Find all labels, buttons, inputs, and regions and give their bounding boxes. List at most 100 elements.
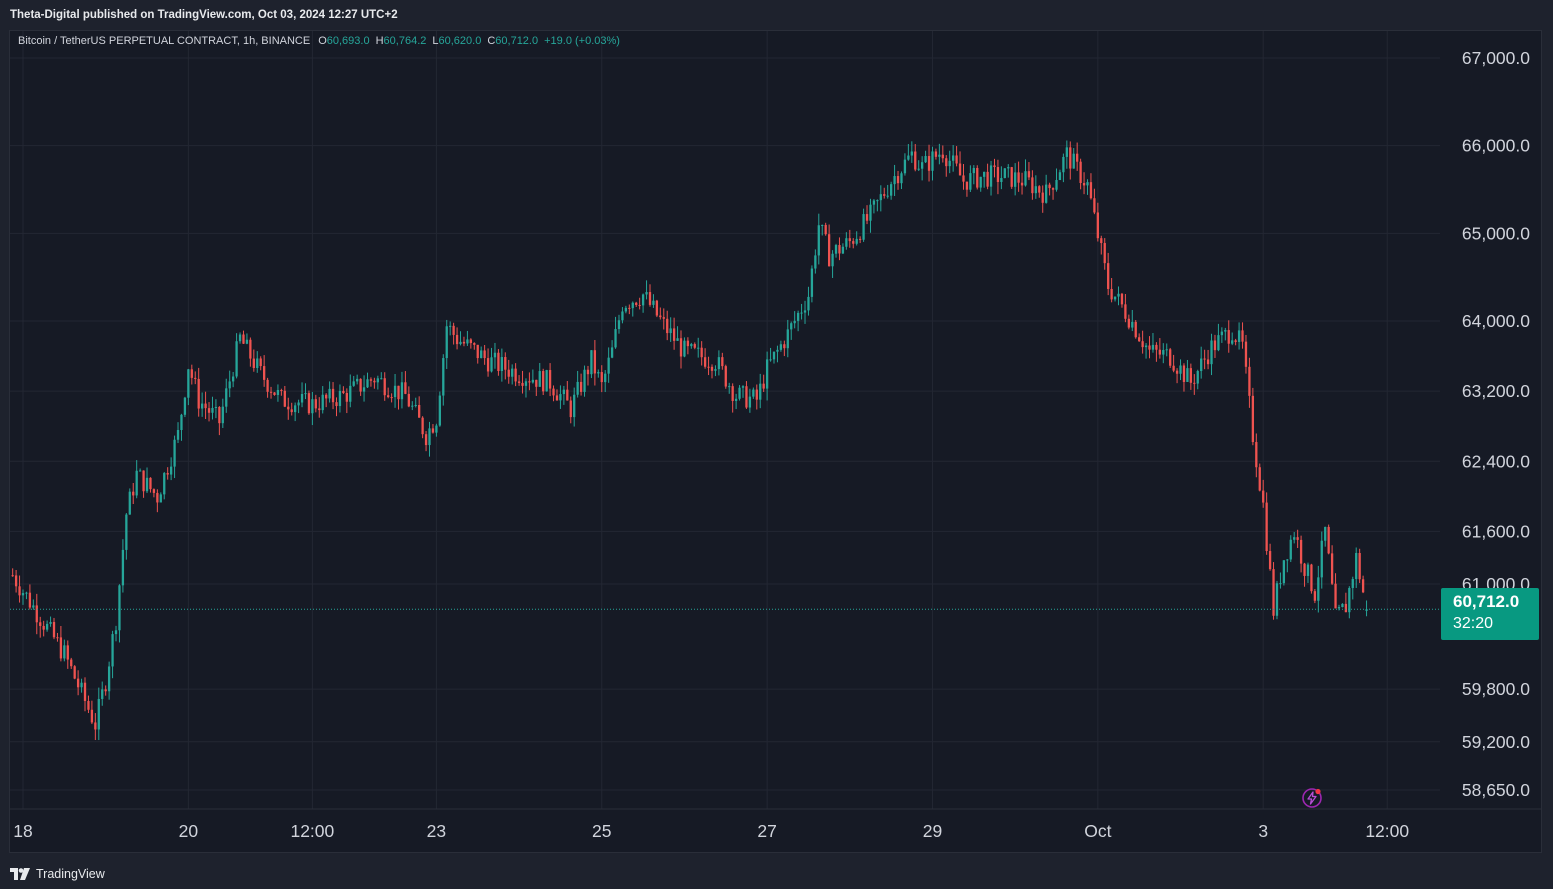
candle-body bbox=[1282, 560, 1286, 584]
candle-body bbox=[25, 592, 28, 594]
candle-body bbox=[466, 339, 469, 344]
symbol-title[interactable]: Bitcoin / TetherUS PERPETUAL CONTRACT, 1… bbox=[18, 35, 311, 47]
candlestick-chart[interactable]: 67,000.0 66,000.0 65,000.0 64,000.0 63,200.0… bbox=[10, 31, 1542, 853]
candle-body bbox=[610, 347, 614, 358]
candle-body bbox=[1138, 337, 1141, 342]
candle-body bbox=[686, 340, 690, 347]
candle-body bbox=[35, 605, 38, 623]
candle-body bbox=[755, 389, 758, 400]
candle-body bbox=[965, 181, 969, 190]
candle-body bbox=[645, 292, 648, 295]
candle-body bbox=[187, 369, 190, 398]
x-axis-label: 29 bbox=[923, 821, 942, 841]
candle-body bbox=[872, 200, 876, 205]
candle-body bbox=[769, 359, 772, 361]
candle-body bbox=[1224, 330, 1227, 332]
candle-body bbox=[724, 366, 727, 387]
candle-body bbox=[459, 341, 462, 345]
candle-body bbox=[331, 388, 335, 403]
candle-body bbox=[1082, 183, 1086, 186]
candle-body bbox=[380, 378, 383, 380]
candle-body bbox=[28, 592, 32, 608]
candle-body bbox=[366, 379, 369, 388]
candle-body bbox=[369, 379, 373, 381]
candle-body bbox=[924, 156, 927, 163]
chart-pane[interactable]: 67,000.0 66,000.0 65,000.0 64,000.0 63,200.0… bbox=[9, 30, 1542, 853]
candle-body bbox=[173, 439, 176, 467]
candle-body bbox=[435, 425, 438, 433]
candle-body bbox=[1038, 186, 1041, 193]
candle-body bbox=[1258, 467, 1261, 491]
candle-body bbox=[876, 200, 879, 202]
candle-body bbox=[424, 434, 428, 446]
close-value: 60,712.0 bbox=[495, 35, 539, 47]
candle-body bbox=[796, 312, 800, 321]
lightning-alert-icon[interactable] bbox=[1301, 787, 1323, 809]
candle-body bbox=[1141, 341, 1144, 348]
candle-body bbox=[1065, 147, 1068, 157]
candle-body bbox=[810, 268, 814, 297]
candle-body bbox=[159, 494, 162, 503]
candle-body bbox=[604, 373, 607, 383]
candle-body bbox=[948, 160, 951, 167]
candle-body bbox=[83, 682, 87, 701]
candle-body bbox=[1265, 502, 1268, 552]
candle-body bbox=[1189, 368, 1193, 383]
candle-body bbox=[1179, 365, 1182, 374]
candle-body bbox=[356, 378, 359, 382]
candle-body bbox=[617, 320, 621, 330]
candle-body bbox=[648, 292, 652, 305]
candle-body bbox=[1175, 370, 1179, 374]
candle-body bbox=[473, 343, 476, 345]
y-axis-label: 61,600.0 bbox=[1462, 521, 1530, 541]
candle-body bbox=[821, 224, 824, 226]
candle-body bbox=[1020, 182, 1024, 186]
y-axis-label: 59,800.0 bbox=[1462, 679, 1530, 699]
tradingview-logo[interactable]: TradingView bbox=[10, 867, 105, 881]
candle-body bbox=[1003, 168, 1006, 179]
candle-body bbox=[714, 369, 717, 371]
last-price-tag: 60,712.0 32:20 bbox=[1441, 588, 1539, 640]
candle-body bbox=[514, 368, 517, 382]
candle-body bbox=[383, 378, 386, 396]
candle-body bbox=[438, 395, 441, 426]
y-axis-label: 64,000.0 bbox=[1462, 311, 1530, 331]
candle-body bbox=[52, 622, 56, 638]
candle-body bbox=[1055, 180, 1058, 190]
candle-body bbox=[73, 666, 76, 679]
candle-body bbox=[449, 325, 452, 327]
candle-body bbox=[641, 294, 645, 306]
candle-body bbox=[362, 387, 366, 392]
publish-info: Theta-Digital published on TradingView.c… bbox=[10, 9, 398, 21]
candle-body bbox=[49, 622, 52, 624]
candle-body bbox=[524, 381, 528, 386]
candle-body bbox=[70, 659, 73, 667]
symbol-legend: Bitcoin / TetherUS PERPETUAL CONTRACT, 1… bbox=[18, 35, 626, 47]
candle-body bbox=[903, 159, 907, 174]
candle-body bbox=[1237, 330, 1241, 342]
candle-body bbox=[531, 379, 535, 383]
candle-body bbox=[294, 405, 297, 413]
candle-body bbox=[1089, 182, 1093, 199]
candle-body bbox=[1182, 365, 1186, 382]
candle-body bbox=[862, 214, 865, 240]
candle-body bbox=[125, 514, 128, 550]
candle-body bbox=[1076, 153, 1079, 162]
candle-body bbox=[111, 634, 114, 667]
candle-body bbox=[1172, 365, 1175, 371]
candle-body bbox=[555, 395, 559, 401]
candle-body bbox=[307, 393, 311, 414]
candle-body bbox=[583, 369, 586, 392]
y-axis-label: 62,400.0 bbox=[1462, 451, 1530, 471]
candle-body bbox=[142, 470, 145, 492]
candle-body bbox=[101, 689, 104, 699]
candle-body bbox=[1327, 526, 1330, 554]
candle-body bbox=[1120, 293, 1124, 305]
candle-body bbox=[914, 151, 917, 170]
candle-body bbox=[1361, 579, 1365, 593]
candle-body bbox=[176, 430, 180, 440]
candle-body bbox=[121, 549, 125, 586]
candle-body bbox=[1251, 395, 1255, 443]
candle-body bbox=[1344, 603, 1348, 613]
candle-body bbox=[1096, 212, 1099, 239]
